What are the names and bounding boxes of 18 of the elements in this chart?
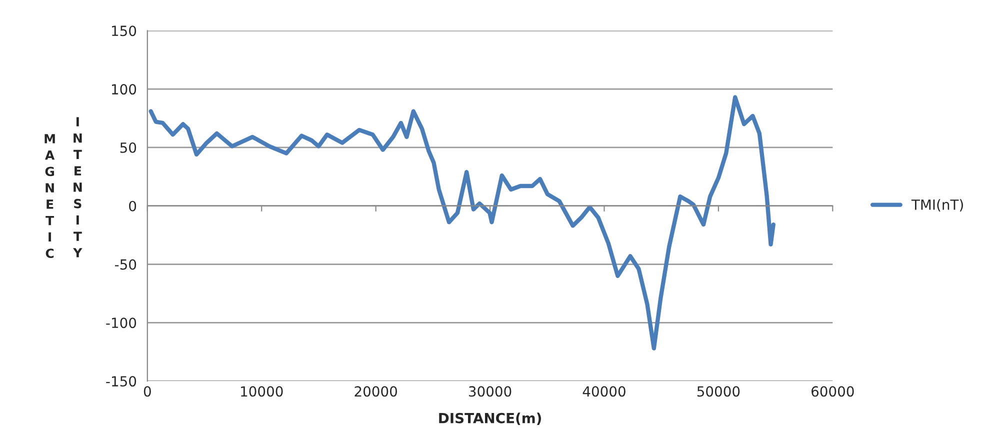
text: MAGNETIC INTENSITY (44, 117, 82, 258)
y-tick-label: -150 (106, 376, 136, 387)
x-axis-title: DISTANCE(m) (439, 412, 541, 425)
legend-label: TMI(nT) (911, 199, 963, 212)
y-tick-label: 100 (112, 84, 136, 95)
x-tick-label: 10000 (241, 386, 283, 397)
x-tick-label: 50000 (697, 386, 740, 397)
x-tick-label: 30000 (469, 386, 512, 397)
y-tick-label: -100 (106, 318, 136, 328)
y-tick-label: 150 (112, 26, 136, 36)
x-tick-label: 60000 (812, 386, 854, 397)
x-tick-label: 20000 (354, 386, 397, 397)
x-tick-label: 0 (144, 386, 151, 397)
x-tick-label: 40000 (582, 386, 626, 397)
line-series (148, 95, 776, 350)
y-tick-label: -50 (114, 259, 136, 270)
y-tick-label: 0 (129, 200, 136, 212)
y-tick-label: 50 (120, 142, 136, 153)
